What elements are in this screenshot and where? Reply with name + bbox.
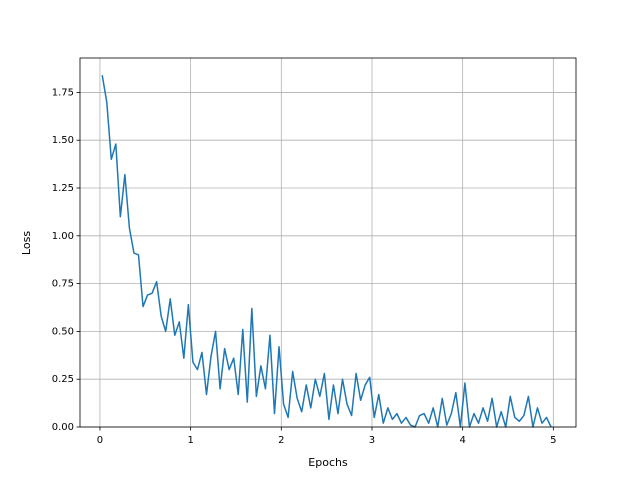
x-tick-label: 2 [278,435,284,446]
x-tick-label: 4 [459,435,465,446]
y-tick-label: 0.50 [52,326,74,337]
y-tick-label: 0.00 [52,422,74,433]
y-tick-label: 0.75 [52,279,74,290]
y-tick-label: 0.25 [52,374,74,385]
y-tick-label: 1.50 [52,135,74,146]
y-tick-label: 1.25 [52,183,74,194]
y-tick-label: 1.00 [52,231,74,242]
x-tick-label: 0 [97,435,103,446]
loss-line [101,75,552,428]
x-tick-label: 1 [187,435,193,446]
x-tick-label: 5 [550,435,556,446]
x-axis-label: Epochs [308,456,348,469]
plot-frame [79,57,577,428]
x-tick-label: 3 [369,435,375,446]
y-tick-label: 1.75 [52,87,74,98]
y-axis-label: Loss [20,231,33,255]
